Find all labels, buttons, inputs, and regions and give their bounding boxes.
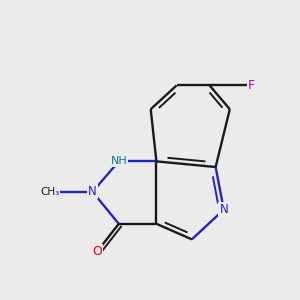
Text: N: N [219, 203, 228, 216]
Text: O: O [93, 244, 102, 258]
Text: CH₃: CH₃ [40, 187, 59, 197]
Text: F: F [248, 79, 255, 92]
Text: N: N [88, 185, 97, 198]
Text: NH: NH [110, 156, 127, 167]
